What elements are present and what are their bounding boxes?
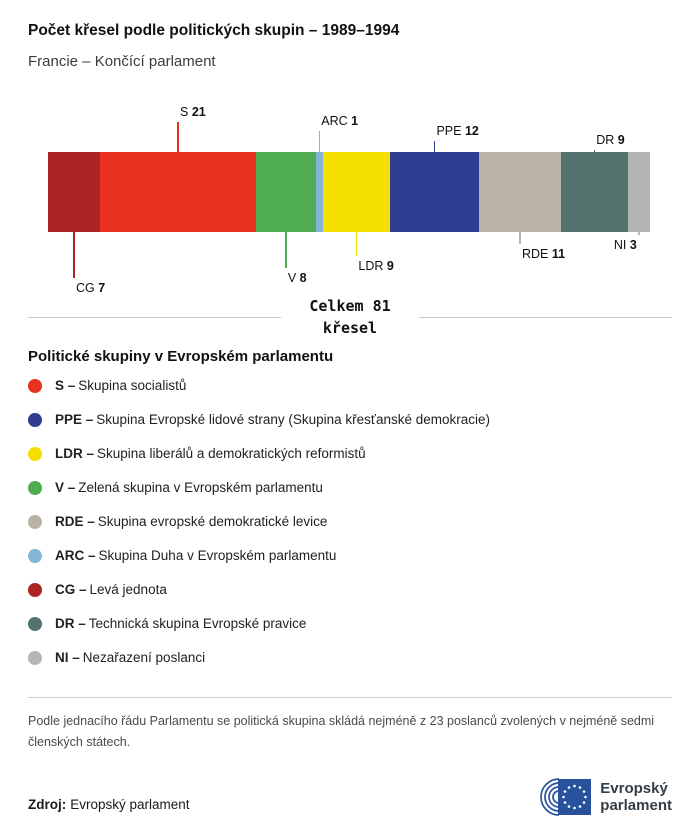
seat-label-arc: ARC 1 [321,114,359,128]
legend-item-text: CG – Levá jednota [55,582,167,597]
legend-item-text: LDR – Skupina liberálů a demokratických r… [55,446,366,461]
legend-item-arc: ARC – Skupina Duha v Evropském parlamentu [28,539,672,573]
callout-line-arc [318,131,321,152]
legend-item-text: DR – Technická skupina Evropské pravice [55,616,307,631]
legend-item-cg: CG – Levá jednota [28,573,672,607]
chart-area: CG 7 S 21 V 8 ARC 1 LDR 9 PPE 12 RDE 11 DR 9 NI … [48,90,651,295]
bar-segment-cg [48,152,101,232]
total-row: Celkem 81 křesel [28,296,672,340]
legend-color-dot [28,514,42,529]
seat-label-dr: DR 9 [596,133,625,147]
legend-item-text: NI – Nezařazení poslanci [55,650,206,665]
legend-color-dot [28,582,42,597]
total-label: Celkem 81 křesel [281,296,418,340]
source-label: Zdroj: [28,797,67,812]
ep-logo-text-line1: Evropský [600,779,668,797]
legend-color-dot [28,616,42,631]
legend-item-dr: DR – Technická skupina Evropské pravice [28,607,672,641]
footer-divider [28,696,672,698]
bar-segment-v [256,152,316,232]
callout-line-cg [73,232,75,278]
legend-item-ppe: PPE – Skupina Evropské lidové strany (Sku… [28,403,672,437]
seat-label-ni: NI 3 [613,238,637,252]
callout-line-ppe [433,141,436,152]
legend-item-text: ARC – Skupina Duha v Evropském parlamentu [55,548,337,563]
bar-segment-dr [560,152,628,232]
legend-heading: Politické skupiny v Evropském parlamentu [28,347,334,365]
bar-segment-ldr [323,152,390,232]
callout-line-ldr [355,232,358,256]
legend-item-rde: RDE – Skupina evropské demokratické levic… [28,505,672,539]
callout-line-v [285,232,287,268]
ep-logo-text-line2: parlament [600,797,672,814]
seat-chart: CG 7 S 21 V 8 ARC 1 LDR 9 PPE 12 RDE 11 DR 9 NI … [28,90,672,340]
ep-logo-text: Evropský parlament [600,780,672,815]
bar-segment-s [100,152,257,232]
legend-item-text: RDE – Skupina evropské demokratické levic… [55,514,328,529]
bar-segment-ppe [389,152,480,232]
seat-label-rde: RDE 11 [521,247,566,261]
callout-line-rde [519,232,521,244]
legend: S – Skupina socialistů PPE – Skupina Evrop… [28,369,672,675]
seat-label-v: V 8 [287,271,307,285]
footnote: Podle jednacího řádu Parlamentu se polit… [28,713,655,749]
ep-brand: Evropský parlament [535,777,672,817]
legend-color-dot [28,548,42,563]
seat-label-s: S 21 [180,105,206,119]
legend-color-dot [28,650,42,665]
divider-right [418,317,672,319]
legend-item-ldr: LDR – Skupina liberálů a demokratických r… [28,437,672,471]
legend-color-dot [28,412,42,427]
legend-item-text: PPE – Skupina Evropské lidové strany (Sku… [55,412,491,427]
legend-item-ni: NI – Nezařazení poslanci [28,641,672,675]
total-line-2: křesel [322,318,378,337]
legend-item-text: S – Skupina socialistů [55,378,187,393]
bar-segment-rde [479,152,561,232]
divider-left [28,317,282,319]
seat-label-ldr: LDR 9 [358,259,394,273]
callout-line-s [177,122,179,152]
bar-segment-ni [627,152,651,232]
legend-color-dot [28,480,42,495]
source-value: Evropský parlament [70,797,190,812]
european-parliament-logo-icon [540,778,592,816]
page-subtitle: Francie – Končící parlament [28,53,216,70]
callout-line-ni [638,232,640,235]
seat-label-ppe: PPE 12 [436,124,479,138]
source-line: Zdroj: Evropský parlament [28,797,190,817]
callout-line-dr [593,150,595,152]
legend-color-dot [28,446,42,461]
page-title: Počet křesel podle politických skupin – … [28,22,400,39]
legend-item-text: V – Zelená skupina v Evropském parlamentu [55,480,323,495]
legend-item-s: S – Skupina socialistů [28,369,672,403]
legend-item-v: V – Zelená skupina v Evropském parlamentu [28,471,672,505]
footer-row: Zdroj: Evropský parlament [28,777,672,817]
legend-color-dot [28,378,42,393]
total-line-1: Celkem 81 [309,297,391,315]
stacked-bar [48,152,651,232]
bar-segment-arc [315,152,323,232]
seat-label-cg: CG 7 [76,281,106,295]
